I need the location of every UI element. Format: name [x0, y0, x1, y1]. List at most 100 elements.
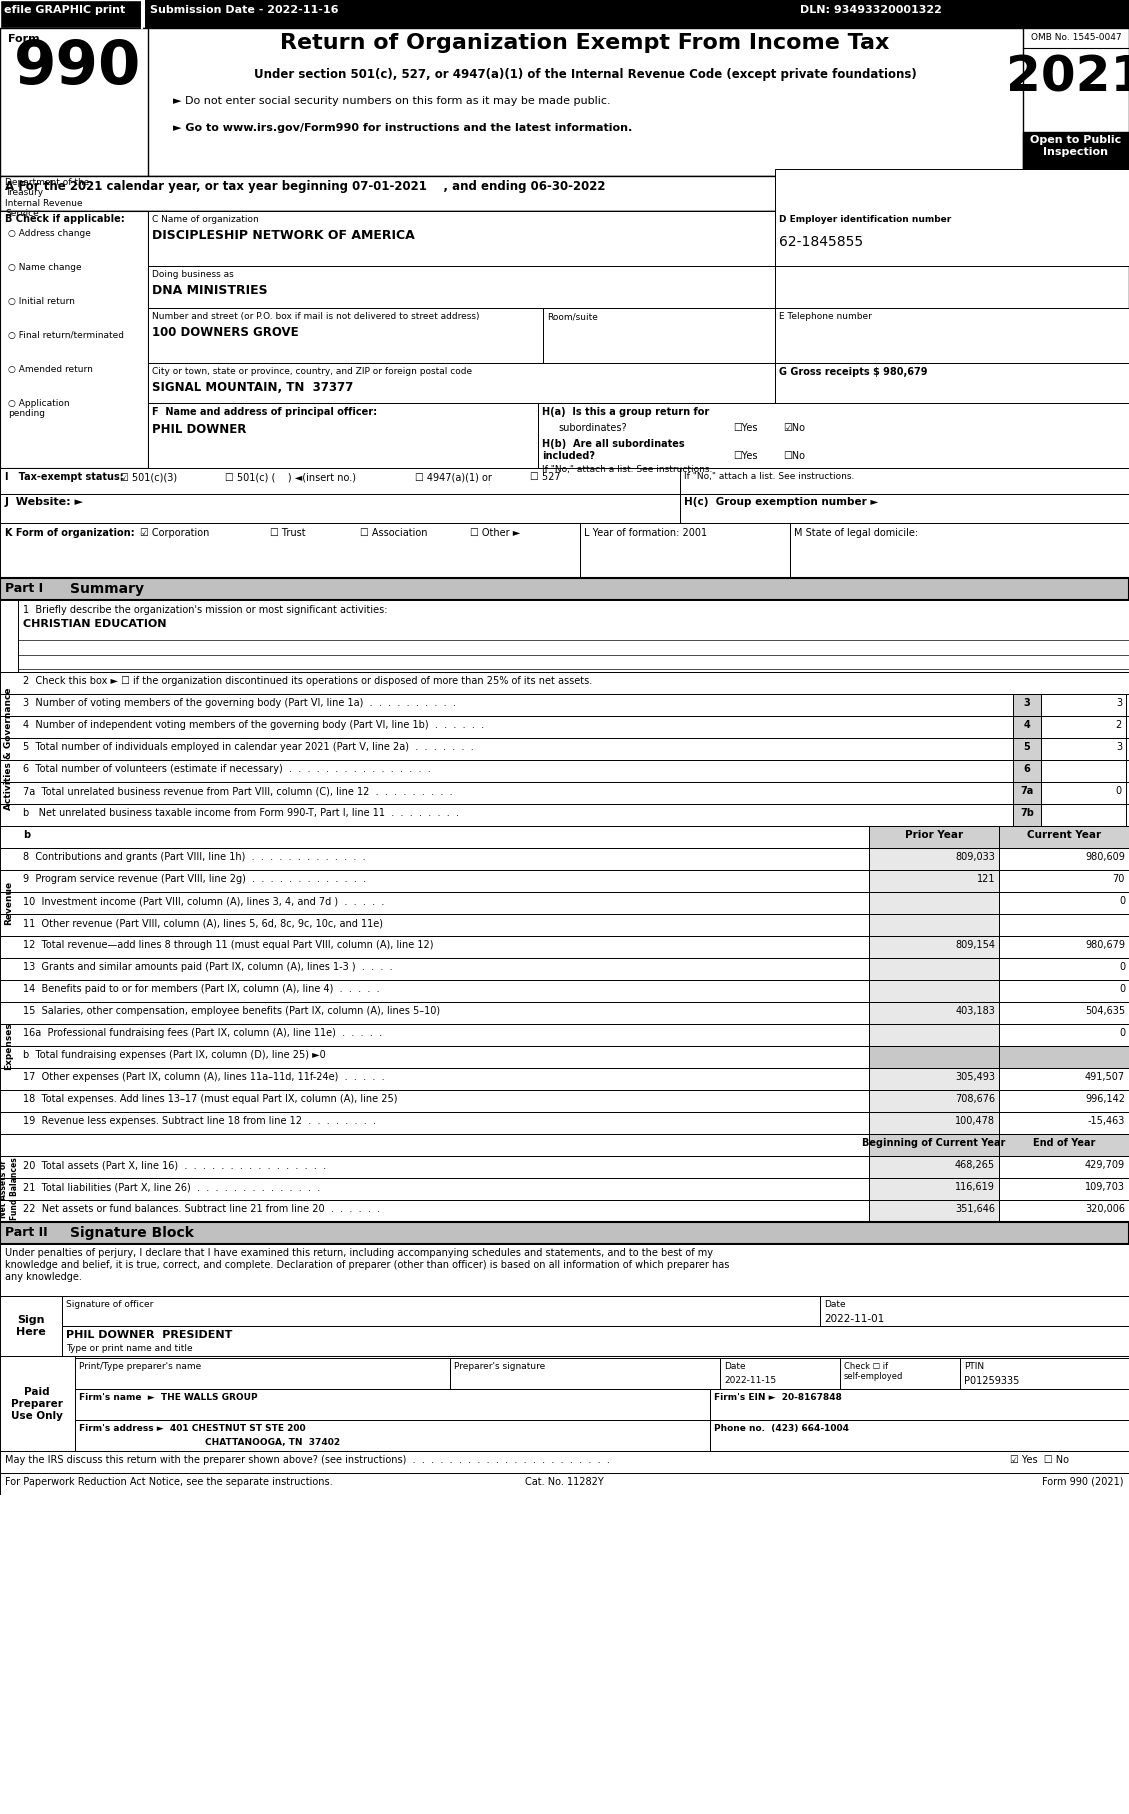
Bar [999, 914, 1129, 936]
Text: 100 DOWNERS GROVE: 100 DOWNERS GROVE [152, 327, 299, 339]
Text: 8  Contributions and grants (Part VIII, line 1h)  .  .  .  .  .  .  .  .  .  .  : 8 Contributions and grants (Part VIII, l… [23, 853, 366, 862]
Bar [999, 1068, 1129, 1090]
Bar [0, 1495, 1129, 1814]
Text: ☐ Association: ☐ Association [360, 528, 428, 539]
Text: 7a  Total unrelated business revenue from Part VIII, column (C), line 12  .  .  : 7a Total unrelated business revenue from… [23, 785, 453, 796]
Bar [0, 717, 1129, 738]
Bar [1041, 782, 1126, 804]
Bar [0, 695, 1129, 717]
Bar [999, 1047, 1129, 1068]
Bar [0, 493, 680, 522]
Text: E Telephone number: E Telephone number [779, 312, 872, 321]
Text: 996,142: 996,142 [1085, 1094, 1124, 1105]
Bar [0, 1156, 1129, 1177]
Bar [999, 1001, 1129, 1023]
Bar [869, 871, 999, 892]
Bar [774, 363, 1129, 403]
Text: 320,006: 320,006 [1085, 1204, 1124, 1214]
Text: Current Year: Current Year [1027, 831, 1101, 840]
Text: 62-1845855: 62-1845855 [779, 236, 864, 249]
Bar [0, 847, 1129, 871]
Bar [1041, 760, 1126, 782]
Bar [869, 980, 999, 1001]
Text: ○ Amended return: ○ Amended return [8, 365, 93, 374]
Text: 13  Grants and similar amounts paid (Part IX, column (A), lines 1-3 )  .  .  .  : 13 Grants and similar amounts paid (Part… [23, 961, 393, 972]
Bar [0, 1090, 1129, 1112]
Text: If "No," attach a list. See instructions.: If "No," attach a list. See instructions… [542, 464, 712, 473]
Text: CHATTANOOGA, TN  37402: CHATTANOOGA, TN 37402 [205, 1439, 340, 1448]
Text: ☑No: ☑No [784, 423, 805, 434]
Text: 0: 0 [1119, 961, 1124, 972]
Bar [0, 782, 1129, 804]
Bar [869, 1112, 999, 1134]
Text: Beginning of Current Year: Beginning of Current Year [863, 1137, 1006, 1148]
Text: H(b)  Are all subordinates: H(b) Are all subordinates [542, 439, 684, 450]
Text: Firm's EIN ►  20-8167848: Firm's EIN ► 20-8167848 [714, 1393, 842, 1402]
Bar [869, 1023, 999, 1047]
Bar [774, 169, 1129, 267]
Text: Number and street (or P.O. box if mail is not delivered to street address): Number and street (or P.O. box if mail i… [152, 312, 480, 321]
Text: J  Website: ►: J Website: ► [5, 497, 84, 506]
Text: OMB No. 1545-0047: OMB No. 1545-0047 [1031, 33, 1121, 42]
Bar [1013, 782, 1041, 804]
Bar [148, 403, 539, 468]
Text: 7a: 7a [1021, 785, 1034, 796]
Text: 12  Total revenue—add lines 8 through 11 (must equal Part VIII, column (A), line: 12 Total revenue—add lines 8 through 11 … [23, 940, 434, 951]
Text: F  Name and address of principal officer:: F Name and address of principal officer: [152, 406, 377, 417]
Text: Under penalties of perjury, I declare that I have examined this return, includin: Under penalties of perjury, I declare th… [5, 1248, 714, 1257]
Bar [869, 892, 999, 914]
Text: Cat. No. 11282Y: Cat. No. 11282Y [525, 1477, 603, 1487]
Text: ○ Initial return: ○ Initial return [8, 297, 75, 307]
Text: Type or print name and title: Type or print name and title [65, 1344, 193, 1353]
Text: ☑ 501(c)(3): ☑ 501(c)(3) [120, 472, 177, 483]
Bar [820, 1295, 1129, 1326]
Text: 980,609: 980,609 [1085, 853, 1124, 862]
Text: 6  Total number of volunteers (estimate if necessary)  .  .  .  .  .  .  .  .  .: 6 Total number of volunteers (estimate i… [23, 764, 431, 775]
Text: 3: 3 [1115, 698, 1122, 707]
Bar [999, 1112, 1129, 1134]
Text: Check ☐ if
self-employed: Check ☐ if self-employed [844, 1362, 903, 1382]
Text: ☐ 4947(a)(1) or: ☐ 4947(a)(1) or [415, 472, 492, 483]
Text: City or town, state or province, country, and ZIP or foreign postal code: City or town, state or province, country… [152, 366, 472, 375]
Bar [0, 1047, 1129, 1068]
Text: End of Year: End of Year [1033, 1137, 1095, 1148]
Text: ☑ Yes  ☐ No: ☑ Yes ☐ No [1010, 1455, 1069, 1466]
Bar [0, 980, 1129, 1001]
Text: Date: Date [724, 1362, 745, 1371]
Bar [1041, 804, 1126, 825]
Bar [0, 1223, 1129, 1244]
Text: 10  Investment income (Part VIII, column (A), lines 3, 4, and 7d )  .  .  .  .  : 10 Investment income (Part VIII, column … [23, 896, 384, 905]
Text: L Year of formation: 2001: L Year of formation: 2001 [584, 528, 707, 539]
Text: If "No," attach a list. See instructions.: If "No," attach a list. See instructions… [684, 472, 855, 481]
Bar [999, 871, 1129, 892]
Text: 2022-11-01: 2022-11-01 [824, 1313, 884, 1324]
Text: b  Total fundraising expenses (Part IX, column (D), line 25) ►0: b Total fundraising expenses (Part IX, c… [23, 1050, 326, 1059]
Text: 980,679: 980,679 [1085, 940, 1124, 951]
Text: 305,493: 305,493 [955, 1072, 995, 1081]
Bar [62, 1326, 1129, 1357]
Text: 17  Other expenses (Part IX, column (A), lines 11a–11d, 11f-24e)  .  .  .  .  .: 17 Other expenses (Part IX, column (A), … [23, 1072, 385, 1081]
Text: 19  Revenue less expenses. Subtract line 18 from line 12  .  .  .  .  .  .  .  .: 19 Revenue less expenses. Subtract line … [23, 1116, 376, 1126]
Bar [1013, 804, 1041, 825]
Bar [0, 1068, 1129, 1090]
Text: Expenses: Expenses [5, 1021, 14, 1070]
Text: ☐ 527: ☐ 527 [530, 472, 561, 483]
Text: PHIL DOWNER: PHIL DOWNER [152, 423, 246, 435]
Text: For Paperwork Reduction Act Notice, see the separate instructions.: For Paperwork Reduction Act Notice, see … [5, 1477, 333, 1487]
Bar [1013, 760, 1041, 782]
Bar [1023, 27, 1129, 176]
Text: ► Go to www.irs.gov/Form990 for instructions and the latest information.: ► Go to www.irs.gov/Form990 for instruct… [173, 123, 632, 132]
Bar [0, 804, 1129, 825]
Text: Room/suite: Room/suite [546, 312, 598, 321]
Text: ► Do not enter social security numbers on this form as it may be made public.: ► Do not enter social security numbers o… [173, 96, 611, 105]
Bar [148, 363, 774, 403]
Bar [450, 1359, 720, 1390]
Bar [869, 914, 999, 936]
Bar [0, 1177, 1129, 1201]
Text: 11  Other revenue (Part VIII, column (A), lines 5, 6d, 8c, 9c, 10c, and 11e): 11 Other revenue (Part VIII, column (A),… [23, 918, 383, 929]
Bar [790, 522, 1129, 579]
Text: Doing business as: Doing business as [152, 270, 234, 279]
Bar [580, 522, 790, 579]
Text: 3: 3 [1115, 742, 1122, 753]
Text: Submission Date - 2022-11-16: Submission Date - 2022-11-16 [150, 5, 339, 15]
